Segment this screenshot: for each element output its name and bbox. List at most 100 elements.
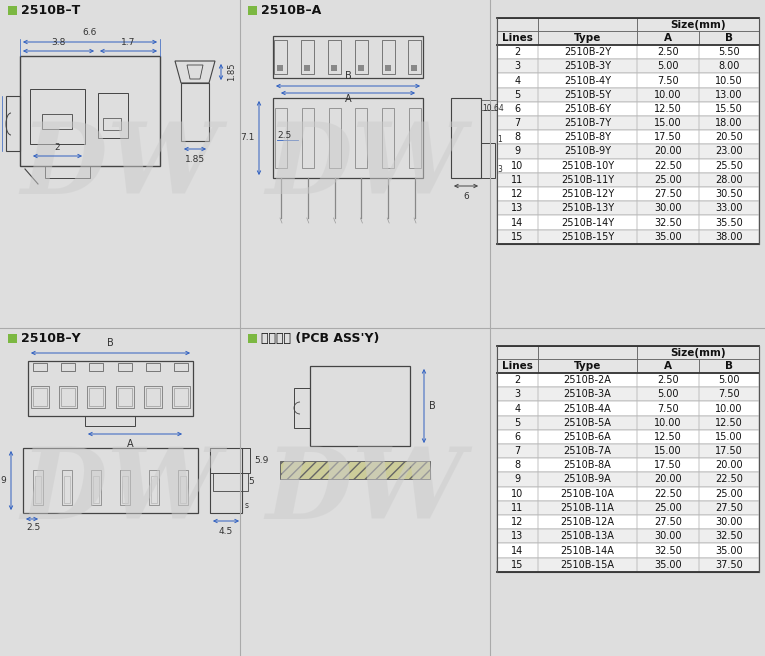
Bar	[637, 130, 698, 144]
Text: 23.00: 23.00	[715, 146, 743, 157]
Bar	[497, 88, 759, 102]
Text: 1.85: 1.85	[227, 63, 236, 81]
Bar	[59, 386, 77, 408]
Bar	[497, 346, 759, 572]
Bar	[698, 373, 759, 387]
Bar	[174, 363, 188, 371]
Bar	[698, 487, 759, 501]
Bar	[23, 448, 198, 513]
Text: 2510B-15Y: 2510B-15Y	[561, 232, 614, 241]
Text: 35.00: 35.00	[654, 560, 682, 569]
Bar	[497, 73, 538, 88]
Bar	[116, 386, 134, 408]
Bar	[90, 388, 103, 406]
Bar	[637, 558, 698, 572]
Bar	[382, 40, 395, 74]
Text: 2510B-3Y: 2510B-3Y	[564, 61, 611, 72]
Text: 3: 3	[514, 61, 520, 72]
Bar	[538, 444, 637, 458]
Text: 7.50: 7.50	[718, 389, 740, 400]
Bar	[118, 388, 132, 406]
Text: 2.50: 2.50	[657, 47, 679, 57]
Bar	[497, 187, 759, 201]
Bar	[278, 65, 284, 71]
Bar	[538, 215, 637, 230]
Text: 1.85: 1.85	[185, 155, 205, 164]
Bar	[497, 144, 538, 159]
Bar	[698, 359, 759, 373]
Bar	[698, 215, 759, 230]
Bar	[698, 88, 759, 102]
Bar	[637, 346, 759, 359]
Bar	[248, 334, 257, 343]
Bar	[355, 40, 368, 74]
Text: B: B	[106, 338, 113, 348]
Text: 1.7: 1.7	[122, 38, 135, 47]
Bar	[481, 143, 495, 178]
Bar	[637, 543, 698, 558]
Text: 15: 15	[511, 232, 523, 241]
Bar	[497, 159, 538, 173]
Bar	[698, 558, 759, 572]
Text: DW: DW	[265, 443, 464, 539]
Text: 25.00: 25.00	[654, 175, 682, 185]
Text: 2510B-5A: 2510B-5A	[564, 418, 611, 428]
Text: 2510B-9A: 2510B-9A	[564, 474, 611, 485]
Bar	[538, 144, 637, 159]
Text: 7.50: 7.50	[657, 403, 679, 413]
Bar	[409, 108, 421, 168]
Text: 27.50: 27.50	[654, 189, 682, 199]
Bar	[497, 173, 759, 187]
Text: 32.50: 32.50	[654, 218, 682, 228]
Text: 22.50: 22.50	[654, 161, 682, 171]
Bar	[497, 558, 759, 572]
Text: A: A	[345, 94, 351, 104]
Bar	[497, 515, 759, 529]
Bar	[538, 31, 637, 45]
Bar	[637, 59, 698, 73]
Bar	[698, 230, 759, 244]
Bar	[538, 558, 637, 572]
Bar	[538, 187, 637, 201]
Text: 2510B-6A: 2510B-6A	[564, 432, 611, 442]
Bar	[304, 65, 311, 71]
Bar	[538, 359, 637, 373]
Text: 2510B-3A: 2510B-3A	[564, 389, 611, 400]
Bar	[497, 387, 538, 401]
Text: 7.1: 7.1	[241, 134, 255, 142]
Text: A: A	[127, 439, 133, 449]
Bar	[172, 386, 190, 408]
Text: 2510B-8Y: 2510B-8Y	[564, 133, 611, 142]
Text: 2510B-14Y: 2510B-14Y	[561, 218, 614, 228]
Text: 15: 15	[511, 560, 523, 569]
Text: 5.00: 5.00	[657, 61, 679, 72]
Text: 5: 5	[514, 418, 520, 428]
Text: Size(mm): Size(mm)	[670, 20, 726, 30]
Bar	[637, 387, 698, 401]
Text: 2510B-11Y: 2510B-11Y	[561, 175, 614, 185]
Bar	[497, 45, 538, 59]
Bar	[490, 328, 765, 656]
Text: 13.00: 13.00	[715, 90, 743, 100]
Bar	[538, 543, 637, 558]
Bar	[497, 416, 538, 430]
Text: 2510B-10Y: 2510B-10Y	[561, 161, 614, 171]
Bar	[497, 116, 538, 130]
Bar	[698, 116, 759, 130]
Text: 2510B-9Y: 2510B-9Y	[564, 146, 611, 157]
Text: 25.00: 25.00	[715, 489, 743, 499]
Bar	[698, 45, 759, 59]
Bar	[698, 458, 759, 472]
Bar	[62, 470, 72, 505]
Bar	[497, 215, 759, 230]
Bar	[497, 31, 538, 45]
Bar	[538, 430, 637, 444]
Text: 2510B-11A: 2510B-11A	[561, 503, 614, 513]
Text: DW: DW	[265, 117, 464, 215]
Text: 10.00: 10.00	[715, 403, 743, 413]
Text: 10.50: 10.50	[715, 75, 743, 85]
Text: 35.00: 35.00	[715, 546, 743, 556]
Text: 2510B-7Y: 2510B-7Y	[564, 118, 611, 128]
Bar	[497, 45, 759, 59]
Bar	[497, 159, 759, 173]
